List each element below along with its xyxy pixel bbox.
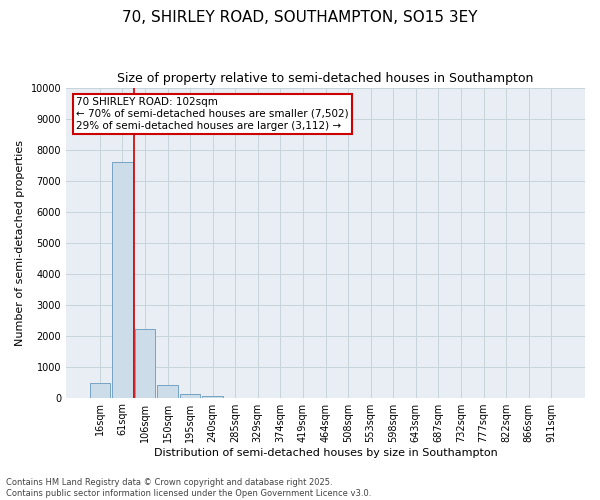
Bar [202,396,223,398]
Bar [112,162,133,398]
Text: 70 SHIRLEY ROAD: 102sqm
← 70% of semi-detached houses are smaller (7,502)
29% of: 70 SHIRLEY ROAD: 102sqm ← 70% of semi-de… [76,98,349,130]
Y-axis label: Number of semi-detached properties: Number of semi-detached properties [15,140,25,346]
Bar [89,382,110,398]
Bar [135,330,155,398]
Bar [157,385,178,398]
X-axis label: Distribution of semi-detached houses by size in Southampton: Distribution of semi-detached houses by … [154,448,497,458]
Title: Size of property relative to semi-detached houses in Southampton: Size of property relative to semi-detach… [118,72,534,86]
Bar [180,394,200,398]
Text: Contains HM Land Registry data © Crown copyright and database right 2025.
Contai: Contains HM Land Registry data © Crown c… [6,478,371,498]
Text: 70, SHIRLEY ROAD, SOUTHAMPTON, SO15 3EY: 70, SHIRLEY ROAD, SOUTHAMPTON, SO15 3EY [122,10,478,25]
